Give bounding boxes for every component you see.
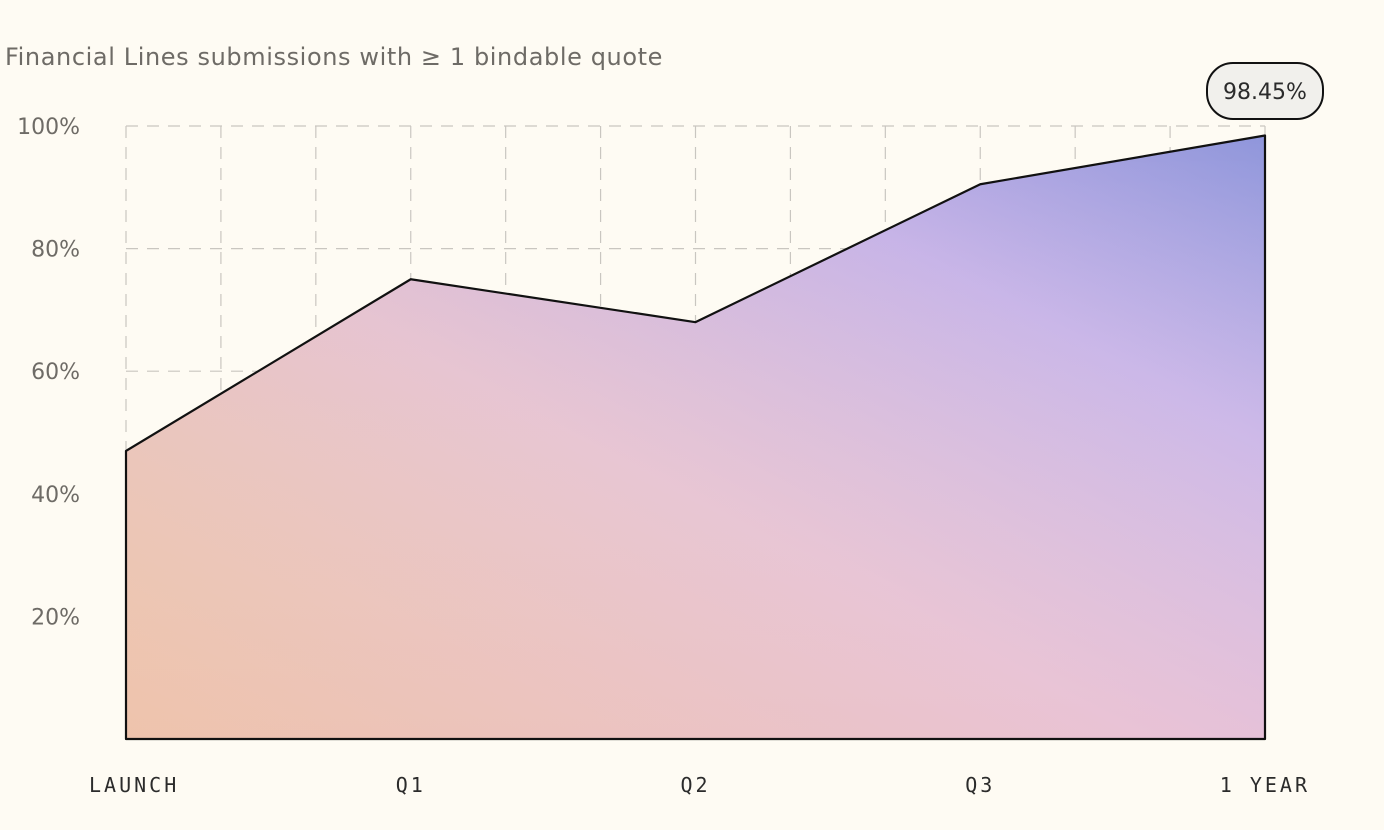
y-tick-label: 40% [31,483,80,508]
value-badge-label: 98.45% [1223,80,1307,105]
y-axis: 20% 40% 60% 80% 100% [17,115,80,630]
value-annotation: 98.45% [1206,62,1324,120]
value-badge [1206,62,1324,120]
x-tick-label: Q2 [680,773,710,797]
y-tick-label: 20% [31,605,80,630]
x-tick-label: LAUNCH [89,773,179,797]
area-series [124,134,1267,741]
chart-title: Financial Lines submissions with ≥ 1 bin… [5,43,663,71]
y-tick-label: 80% [31,238,80,263]
area-outline [124,134,1267,741]
area-fill-overlay [126,135,1265,740]
x-axis: LAUNCH Q1 Q2 Q3 1 YEAR [89,773,1310,797]
x-tick-label: Q1 [396,773,426,797]
y-tick-label: 100% [17,115,80,140]
y-tick-label: 60% [31,360,80,385]
x-tick-label: Q3 [965,773,995,797]
x-tick-label: 1 YEAR [1220,773,1310,797]
